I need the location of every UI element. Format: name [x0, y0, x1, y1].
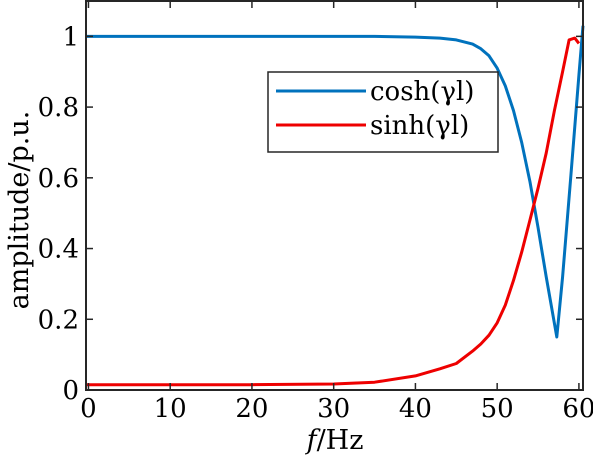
y-tick-label: 0.6 — [38, 164, 79, 194]
x-tick-label: 50 — [481, 394, 514, 424]
y-tick-label: 0.4 — [38, 235, 79, 265]
y-tick-label: 0.8 — [38, 93, 79, 123]
x-tick-label: 0 — [80, 394, 97, 424]
legend-label-sinh: sinh(γl) — [370, 111, 469, 141]
x-tick-label: 20 — [235, 394, 268, 424]
x-tick-label: 60 — [562, 394, 593, 424]
legend-label-cosh: cosh(γl) — [370, 77, 474, 107]
x-tick-label: 40 — [399, 394, 432, 424]
y-axis-label: amplitude/p.u. — [4, 111, 35, 310]
x-tick-label: 10 — [154, 394, 187, 424]
x-axis-label: f/Hz — [305, 425, 364, 456]
x-axis-label-unit: /Hz — [317, 425, 364, 456]
y-tick-label: 1 — [62, 22, 79, 52]
series-line-cosh — [86, 25, 585, 339]
legend-box — [267, 71, 499, 153]
series-line-sinh — [86, 36, 581, 387]
axis-ticks: 0 10 20 30 40 50 60 0 0.2 0.4 0.6 0.8 1 — [38, 1, 593, 424]
y-tick-label: 0 — [62, 376, 79, 406]
plot-lines — [86, 25, 585, 387]
legend: cosh(γl) sinh(γl) — [267, 71, 499, 153]
y-tick-label: 0.2 — [38, 305, 79, 335]
x-tick-label: 30 — [317, 394, 350, 424]
plot-frame — [85, 0, 584, 391]
